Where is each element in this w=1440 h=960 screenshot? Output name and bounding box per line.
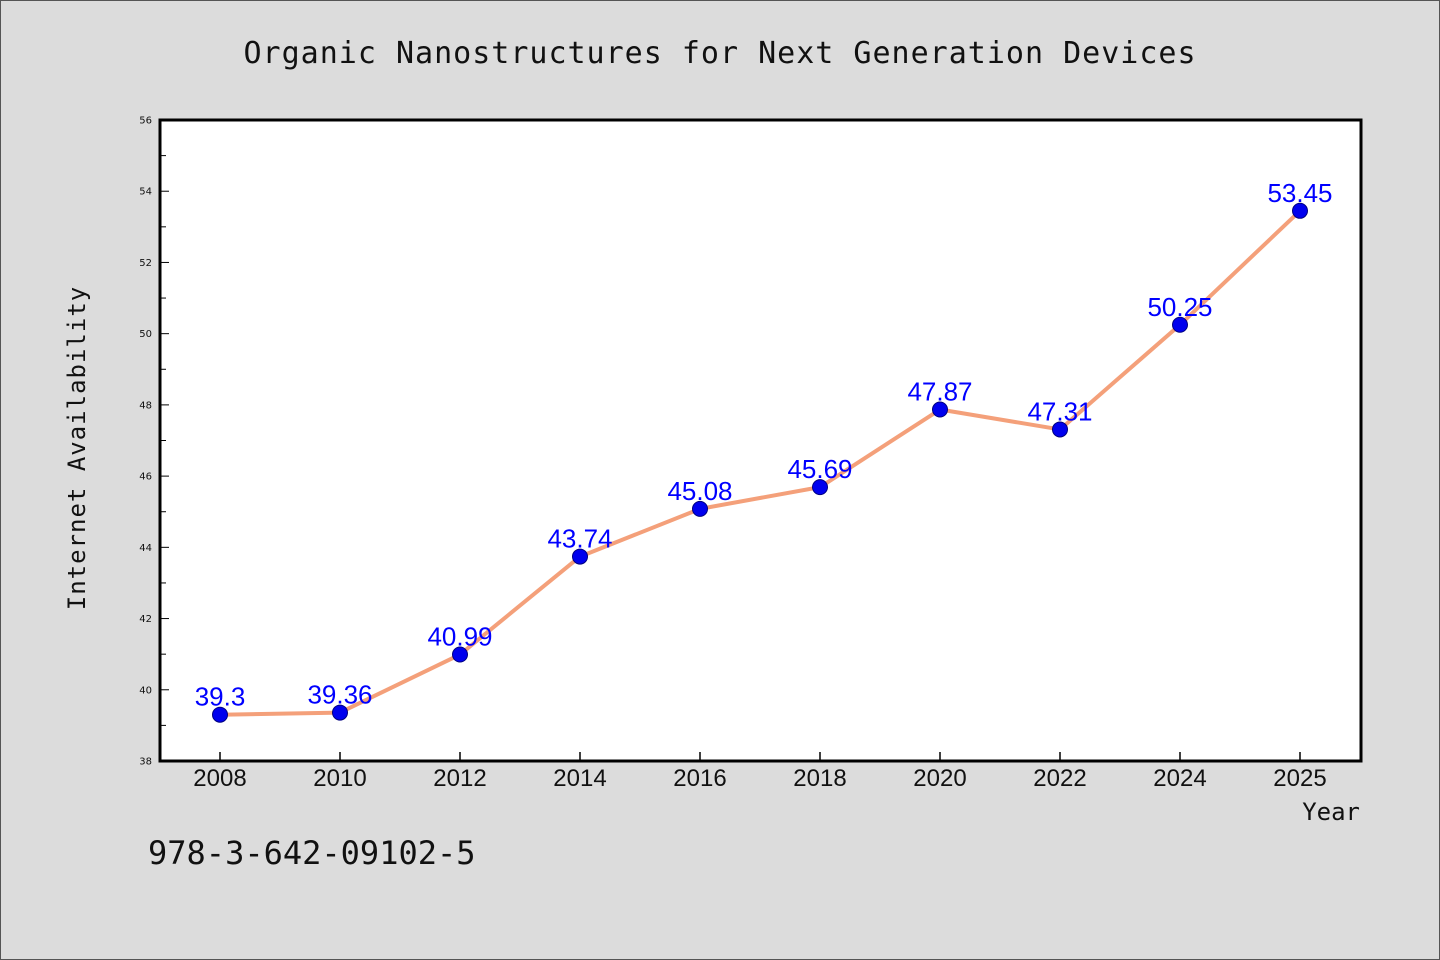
y-axis: 38 40 42 44 46 48 50 52 54 56 xyxy=(139,116,169,768)
plot-area xyxy=(158,118,1363,763)
chart-title: Organic Nanostructures for Next Generati… xyxy=(243,36,1196,71)
x-tick-label: 2014 xyxy=(553,765,606,792)
y-tick-label: 52 xyxy=(139,258,152,269)
y-tick-label: 38 xyxy=(139,757,152,768)
x-tick-label: 2012 xyxy=(433,765,486,792)
y-tick-label: 56 xyxy=(139,116,152,127)
data-label: 39.36 xyxy=(307,680,372,710)
data-label: 53.45 xyxy=(1267,178,1332,208)
x-tick-label: 2016 xyxy=(673,765,726,792)
data-point xyxy=(1052,421,1068,438)
data-point xyxy=(932,401,948,418)
y-tick-label: 42 xyxy=(139,614,152,625)
x-tick-label: 2024 xyxy=(1153,765,1206,792)
data-label: 45.08 xyxy=(667,476,732,506)
data-point xyxy=(1292,202,1308,219)
data-label: 47.31 xyxy=(1027,396,1092,426)
x-tick-label: 2008 xyxy=(193,765,246,792)
data-point xyxy=(332,704,348,721)
x-axis-label: Year xyxy=(1302,798,1360,826)
y-tick-label: 50 xyxy=(139,329,152,340)
data-label: 45.69 xyxy=(787,454,852,484)
data-label: 43.74 xyxy=(547,524,612,554)
y-axis-label: Internet Availability xyxy=(63,286,91,610)
isbn-annotation: 978-3-642-09102-5 xyxy=(148,834,476,872)
data-point xyxy=(452,646,468,663)
data-point xyxy=(1172,316,1188,333)
y-tick-label: 54 xyxy=(139,187,152,198)
x-tick-label: 2025 xyxy=(1273,765,1326,792)
x-tick-label: 2020 xyxy=(913,765,966,792)
data-point xyxy=(812,479,828,496)
data-point xyxy=(692,500,708,517)
data-point xyxy=(212,706,228,723)
data-label: 40.99 xyxy=(427,622,492,652)
data-label: 50.25 xyxy=(1147,292,1212,322)
y-tick-label: 40 xyxy=(139,685,152,696)
data-label: 47.87 xyxy=(907,377,972,407)
data-label: 39.3 xyxy=(195,682,246,712)
x-tick-label: 2022 xyxy=(1033,765,1086,792)
y-tick-label: 44 xyxy=(139,543,152,554)
x-axis: 2008 2010 2012 2014 2016 2018 2020 2022 2024 2025 xyxy=(193,752,1327,792)
series-line xyxy=(218,208,1302,717)
y-tick-label: 48 xyxy=(139,400,152,411)
x-tick-label: 2018 xyxy=(793,765,846,792)
series-group: 39.3 39.36 40.99 43.74 45.08 45.69 47.87 47.31 5… xyxy=(195,178,1333,723)
data-point xyxy=(572,548,588,565)
x-tick-label: 2010 xyxy=(313,765,366,792)
y-tick-label: 46 xyxy=(139,472,152,483)
